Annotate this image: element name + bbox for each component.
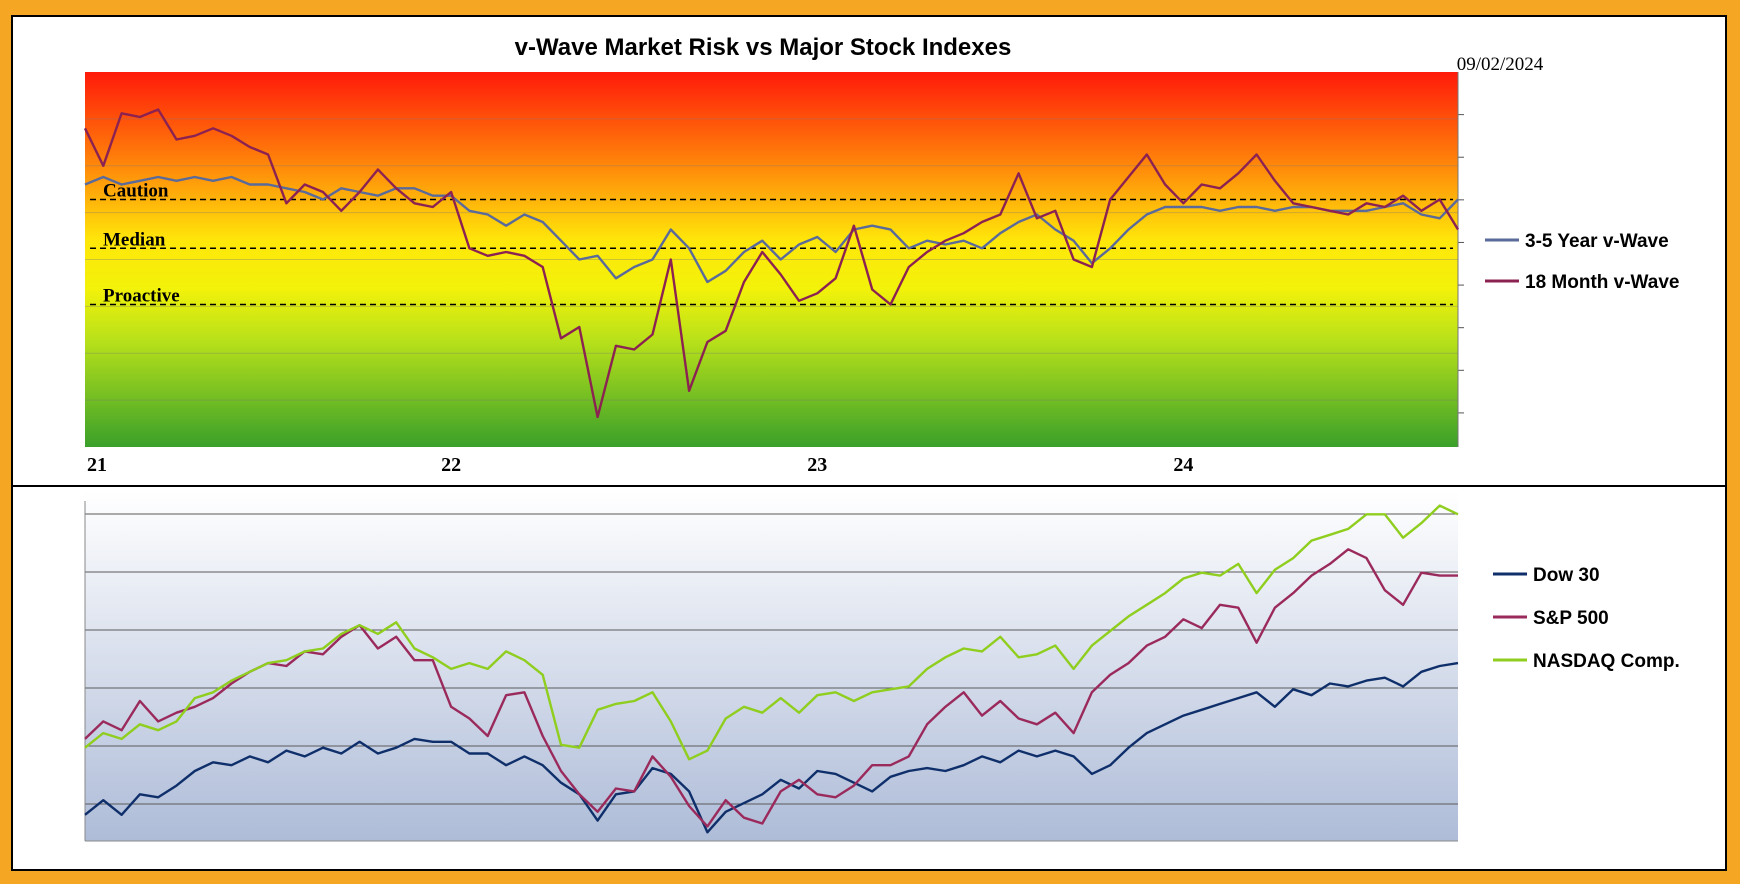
x-tick-label: 22 — [441, 454, 461, 476]
index-gridlines — [84, 501, 1458, 842]
index-panel: Dow 30 S&P 500 NASDAQ Comp. — [84, 491, 1680, 842]
reference-label-proactive: Proactive — [103, 286, 180, 307]
legend-label: S&P 500 — [1533, 608, 1609, 629]
risk-panel: Caution Median Proactive 21 22 23 24 3-5 Year… — [83, 72, 1680, 476]
x-tick-label: 23 — [807, 454, 827, 476]
date-label: 09/02/2024 — [1457, 54, 1544, 75]
risk-legend: 3-5 Year v-Wave 18 Month v-Wave — [1485, 231, 1680, 293]
risk-series — [83, 108, 1460, 419]
reference-label-median: Median — [103, 229, 166, 250]
legend-label: 3-5 Year v-Wave — [1525, 231, 1669, 252]
index-background — [85, 491, 1458, 841]
legend-label: NASDAQ Comp. — [1533, 651, 1680, 672]
chart-canvas: v-Wave Market Risk vs Major Stock Indexe… — [13, 34, 1725, 842]
reference-label-caution: Caution — [103, 181, 169, 202]
risk-gridlines — [85, 118, 1458, 401]
risk-reference-lines: Caution Median Proactive — [90, 181, 1453, 307]
series-line-nasdaq-comp- — [84, 504, 1459, 761]
series-line-s-p-500 — [84, 548, 1458, 828]
legend-label: Dow 30 — [1533, 565, 1600, 586]
x-tick-label: 24 — [1173, 454, 1193, 476]
risk-right-ticks — [1457, 72, 1464, 447]
series-line-dow-30 — [84, 661, 1459, 834]
legend-label: 18 Month v-Wave — [1525, 272, 1680, 293]
risk-background — [85, 72, 1458, 447]
series-line-18-month-v-wave — [83, 108, 1460, 419]
chart-frame: v-Wave Market Risk vs Major Stock Indexe… — [11, 15, 1727, 871]
chart-title: v-Wave Market Risk vs Major Stock Indexe… — [515, 34, 1012, 61]
risk-x-axis-labels: 21 22 23 24 — [87, 454, 1193, 476]
x-tick-label: 21 — [87, 454, 107, 476]
index-legend: Dow 30 S&P 500 NASDAQ Comp. — [1493, 565, 1680, 672]
series-line-3-5-year-v-wave — [84, 175, 1459, 284]
index-series — [84, 504, 1459, 834]
